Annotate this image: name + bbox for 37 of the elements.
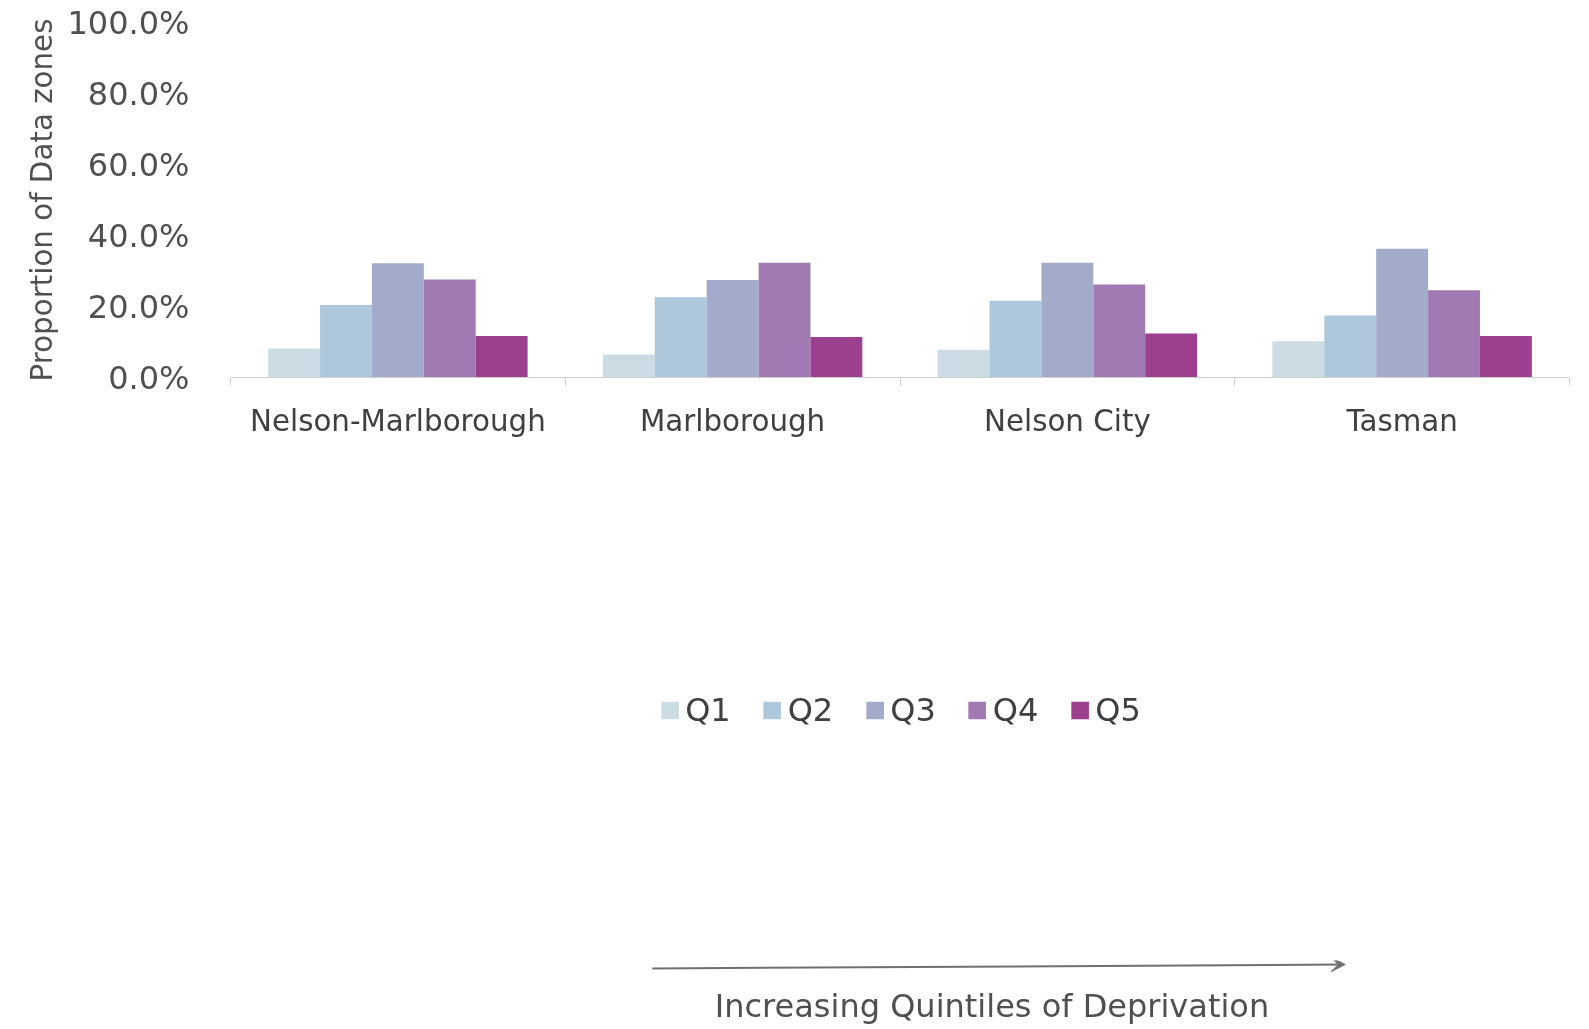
bar — [758, 262, 811, 378]
bar — [1145, 333, 1198, 378]
text: Increasing Quintiles of Deprivation — [714, 986, 1270, 1025]
bar — [1376, 248, 1429, 378]
bar — [602, 354, 655, 378]
bar — [1428, 290, 1480, 378]
legend-label: Q2 — [787, 691, 834, 729]
y-tick-label: 60.0% — [87, 145, 190, 184]
x-tick-label: Nelson City — [984, 403, 1151, 438]
bar — [1093, 284, 1146, 378]
x-tick-label: Marlborough — [640, 403, 826, 438]
x-tick-label: Tasman — [1345, 403, 1458, 438]
bar — [1041, 262, 1094, 378]
bar — [371, 263, 424, 378]
bar — [810, 337, 863, 378]
y-tick-label: 80.0% — [87, 74, 190, 113]
legend-label: Q1 — [685, 691, 731, 729]
legend-label: Q3 — [890, 691, 936, 729]
legend-label: Q5 — [1095, 691, 1141, 729]
bar — [268, 348, 321, 378]
bar — [320, 305, 372, 378]
x-tick-label: Nelson-Marlborough — [250, 403, 546, 438]
bar — [937, 349, 990, 378]
y-tick-label: 0.0% — [108, 358, 190, 397]
bar — [654, 297, 707, 378]
bar — [423, 279, 476, 378]
bar — [1272, 341, 1325, 378]
bar — [475, 335, 528, 378]
y-tick-label: 100.0% — [67, 3, 190, 42]
y-axis-title: Proportion of Data zones — [25, 18, 60, 382]
bar — [1479, 335, 1532, 378]
y-tick-label: 20.0% — [87, 287, 190, 326]
bar — [1324, 315, 1377, 378]
y-tick-label: 40.0% — [87, 216, 190, 255]
legend-label: Q4 — [992, 691, 1039, 729]
bar — [706, 279, 759, 378]
bar — [989, 300, 1042, 378]
